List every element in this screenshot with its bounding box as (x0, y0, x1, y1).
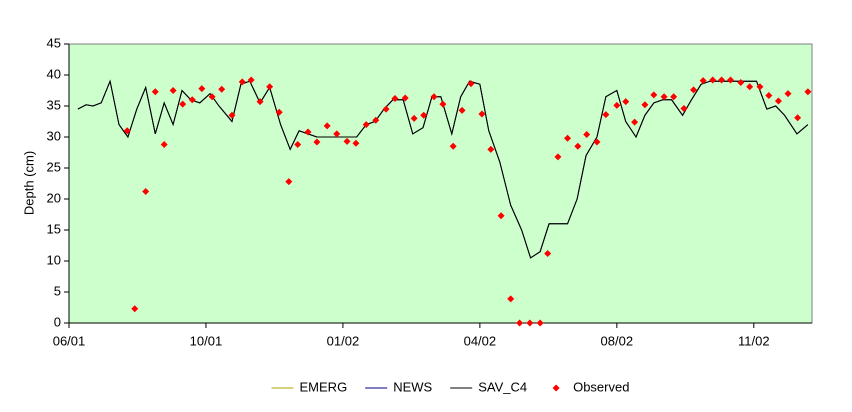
observed-point (333, 130, 341, 138)
observed-point (670, 93, 678, 101)
observed-point (756, 83, 764, 91)
observed-point (631, 118, 639, 126)
observed-point (784, 90, 792, 98)
observed-point (804, 88, 812, 96)
observed-point (323, 122, 331, 130)
y-tick-label: 35 (47, 97, 61, 112)
observed-point (198, 85, 206, 93)
observed-point (304, 128, 312, 136)
x-tick-label: 04/02 (464, 333, 497, 348)
observed-point (507, 295, 515, 303)
observed-point (160, 140, 168, 148)
observed-point (123, 127, 131, 135)
observed-point (583, 131, 591, 139)
observed-point (680, 104, 688, 112)
plot-area (68, 43, 813, 324)
observed-point (737, 78, 745, 86)
observed-point (526, 319, 534, 327)
observed-point (151, 88, 159, 96)
observed-point (208, 93, 216, 101)
legend-symbol (552, 384, 560, 392)
x-tick-label: 10/01 (190, 333, 223, 348)
observed-point (746, 83, 754, 91)
legend-label: Observed (573, 379, 629, 394)
observed-point (458, 106, 466, 114)
observed-point (709, 76, 717, 84)
y-tick-label: 10 (47, 252, 61, 267)
y-tick-label: 40 (47, 66, 61, 81)
observed-point (275, 108, 283, 116)
x-tick-label: 08/02 (601, 333, 634, 348)
observed-point (467, 80, 475, 88)
x-tick-label: 06/01 (53, 333, 86, 348)
x-tick-label: 01/02 (327, 333, 360, 348)
observed-point (228, 111, 236, 119)
observed-point (564, 134, 572, 142)
y-tick-label: 20 (47, 190, 61, 205)
observed-point (794, 114, 802, 122)
observed-point (690, 86, 698, 94)
observed-point (602, 111, 610, 119)
observed-point (410, 114, 418, 122)
observed-point (478, 110, 486, 118)
observed-point (188, 96, 196, 104)
observed-point (238, 78, 246, 86)
observed-point (544, 250, 552, 258)
observed-point (699, 77, 707, 85)
observed-point (554, 153, 562, 161)
observed-point (727, 76, 735, 84)
observed-point (497, 212, 505, 220)
legend-label: SAV_C4 (478, 379, 527, 394)
observed-point (420, 111, 428, 119)
observed-point (487, 145, 495, 153)
observed-point (765, 91, 773, 99)
observed-point (256, 98, 264, 106)
y-tick-label: 5 (54, 283, 61, 298)
observed-point (718, 76, 726, 84)
y-tick-label: 45 (47, 35, 61, 50)
observed-point (641, 101, 649, 109)
legend-label: EMERG (300, 379, 348, 394)
observed-point (218, 85, 226, 93)
observed-point (352, 139, 360, 147)
observed-point (439, 100, 447, 108)
observed-point (660, 93, 668, 101)
observed-point (179, 100, 187, 108)
observed-point (372, 116, 380, 124)
observed-point (574, 142, 582, 150)
observed-point (650, 91, 658, 99)
y-tick-label: 15 (47, 221, 61, 236)
y-tick-label: 30 (47, 128, 61, 143)
observed-point (536, 319, 544, 327)
observed-point (294, 140, 302, 148)
observed-point (266, 83, 274, 91)
observed-point (516, 319, 524, 327)
observed-point (593, 138, 601, 146)
observed-point (343, 137, 351, 145)
observed-point (142, 188, 150, 196)
observed-point (774, 97, 782, 105)
observed-point (622, 98, 630, 106)
observed-point (362, 121, 370, 129)
x-tick-label: 11/02 (738, 333, 770, 348)
observed-point (391, 95, 399, 103)
y-axis-label: Depth (cm) (21, 151, 36, 215)
observed-point (285, 178, 293, 186)
legend-label: NEWS (393, 379, 432, 394)
observed-point (313, 138, 321, 146)
y-tick-label: 0 (54, 314, 61, 329)
observed-point (449, 142, 457, 150)
observed-point (613, 101, 621, 109)
observed-point (382, 105, 390, 113)
observed-point (247, 76, 255, 84)
observed-point (401, 94, 409, 102)
y-tick-label: 25 (47, 159, 61, 174)
observed-point (430, 93, 438, 101)
observed-point (131, 305, 139, 313)
observed-point (169, 87, 177, 94)
